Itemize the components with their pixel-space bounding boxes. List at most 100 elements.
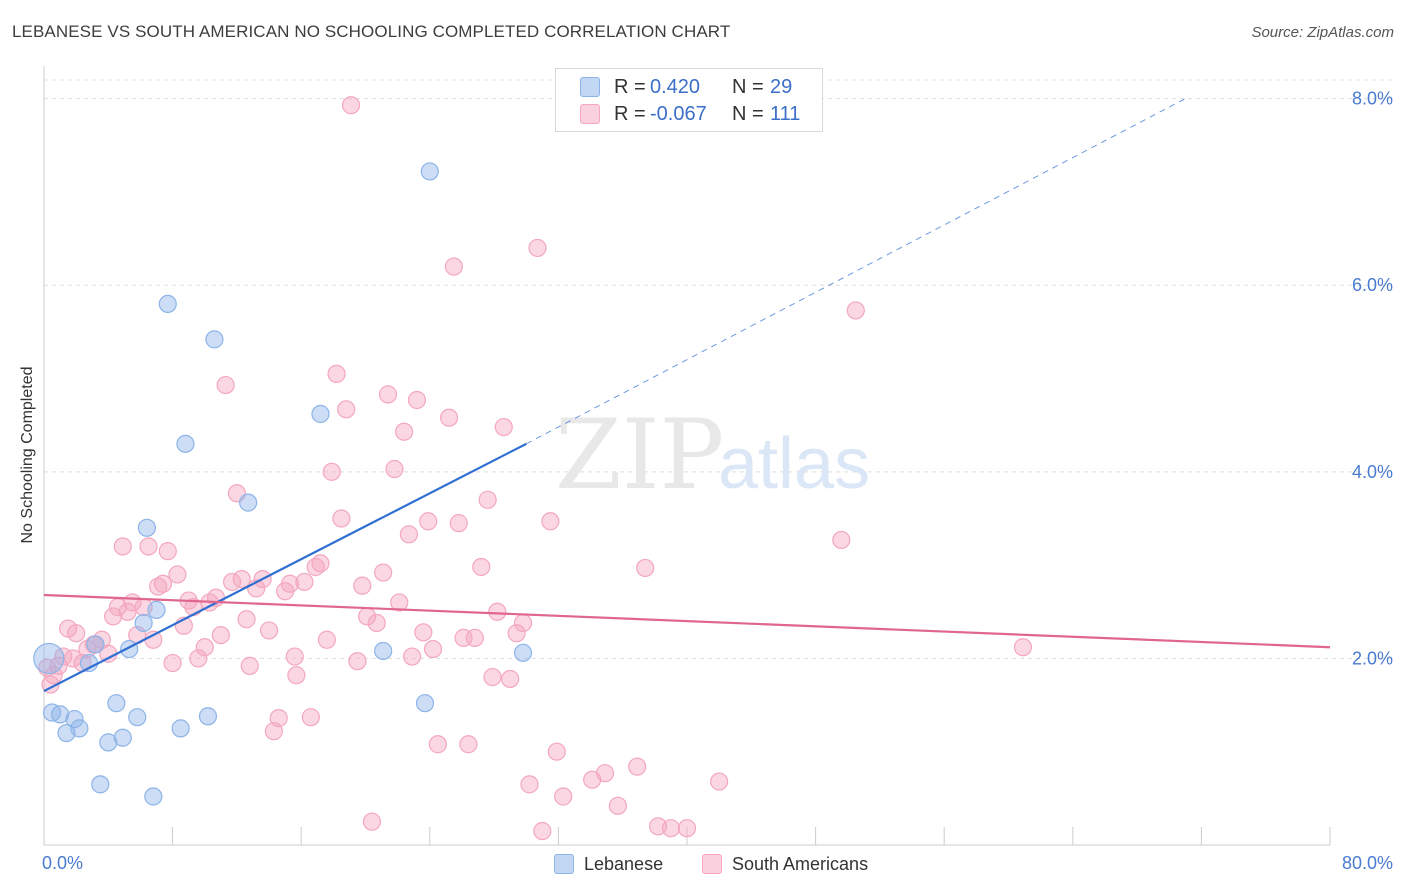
legend-swatch-south-americans [702,854,722,874]
point-south-americans [541,512,560,531]
point-lebanese [176,434,195,453]
point-south-americans [636,558,655,578]
point-lebanese [65,709,84,729]
point-south-americans [1013,638,1033,657]
point-south-americans [407,390,427,410]
point-south-americans [547,742,566,761]
trend-line-lebanese-extension [526,98,1186,445]
point-lebanese [91,775,110,794]
y-tick-label: 2.0% [1352,648,1393,668]
point-south-americans [478,490,497,509]
point-south-americans [394,422,414,441]
y-tick-label: 4.0% [1352,462,1393,482]
legend-label-south-americans: South Americans [732,853,869,874]
point-south-americans [449,514,468,533]
r-value: -0.067 [650,102,707,125]
point-south-americans [168,565,187,584]
point-south-americans [528,238,547,258]
point-south-americans [520,775,539,794]
trend-line-lebanese [43,442,527,693]
point-lebanese [144,787,163,806]
point-south-americans [153,574,173,593]
watermark-atlas: atlas [718,424,870,504]
point-lebanese [113,728,132,747]
chart-title: LEBANESE VS SOUTH AMERICAN NO SCHOOLING … [12,22,731,41]
point-south-americans [439,408,459,427]
point-south-americans [385,459,404,479]
point-south-americans [472,557,491,577]
point-south-americans [232,570,251,589]
point-south-americans [465,628,484,647]
point-south-americans [163,653,182,673]
point-south-americans [494,417,513,437]
point-lebanese [311,404,330,424]
point-south-americans [533,821,552,841]
point-south-americans [367,613,386,633]
point-south-americans [216,375,235,395]
point-south-americans [419,512,438,531]
point-south-americans [322,462,341,481]
n-label: N = [732,75,764,98]
point-south-americans [327,364,346,383]
n-value: 111 [770,102,801,125]
point-lebanese [171,719,190,738]
point-south-americans [710,772,729,791]
point-south-americans [628,757,647,776]
point-south-americans [378,385,398,404]
n-label: N = [732,102,764,125]
x-tick-label: 0.0% [42,853,83,873]
point-south-americans [139,537,158,556]
point-south-americans [428,735,447,754]
legend-row-lebanese: R = 0.420 N = 29 [580,74,792,100]
point-south-americans [67,624,86,643]
point-lebanese [137,518,156,537]
point-lebanese [99,733,118,752]
point-south-americans [501,669,520,689]
point-south-americans [189,649,208,668]
legend-label-lebanese: Lebanese [584,853,664,874]
point-south-americans [240,656,259,675]
point-south-americans [414,623,433,642]
point-lebanese [513,643,533,662]
series-legend-south-americans[interactable]: South Americans [702,852,868,876]
point-south-americans [399,525,419,544]
legend-swatch-lebanese [580,77,600,97]
point-south-americans [287,666,306,685]
point-south-americans [149,577,168,596]
point-south-americans [332,509,351,528]
point-lebanese [147,600,166,620]
point-lebanese [50,705,70,724]
point-south-americans [507,624,526,643]
point-lebanese [420,162,439,181]
point-lebanese [239,493,258,512]
point-lebanese [415,694,435,713]
y-tick-label: 8.0% [1352,89,1393,109]
point-lebanese [158,294,177,314]
point-lebanese [205,330,224,349]
series-legend-lebanese[interactable]: Lebanese [554,852,663,876]
point-south-americans [285,647,304,666]
point-south-americans [113,537,132,556]
point-lebanese [198,707,218,726]
point-south-americans [353,576,372,595]
point-south-americans [374,563,393,582]
point-south-americans [317,630,337,649]
point-south-americans [661,819,681,838]
point-south-americans [677,819,697,838]
y-tick-label: 6.0% [1352,275,1393,295]
point-south-americans [301,708,320,727]
point-south-americans [513,613,533,633]
point-lebanese [33,642,65,675]
point-south-americans [554,787,573,806]
point-south-americans [488,602,507,621]
point-south-americans [832,530,851,550]
point-south-americans [280,574,300,593]
point-lebanese [128,708,147,727]
point-lebanese [70,719,89,738]
r-label: R = [614,75,646,98]
point-south-americans [423,639,443,659]
point-south-americans [158,542,177,561]
point-south-americans [311,554,330,573]
legend-swatch-lebanese [554,854,574,874]
point-lebanese [134,613,153,633]
